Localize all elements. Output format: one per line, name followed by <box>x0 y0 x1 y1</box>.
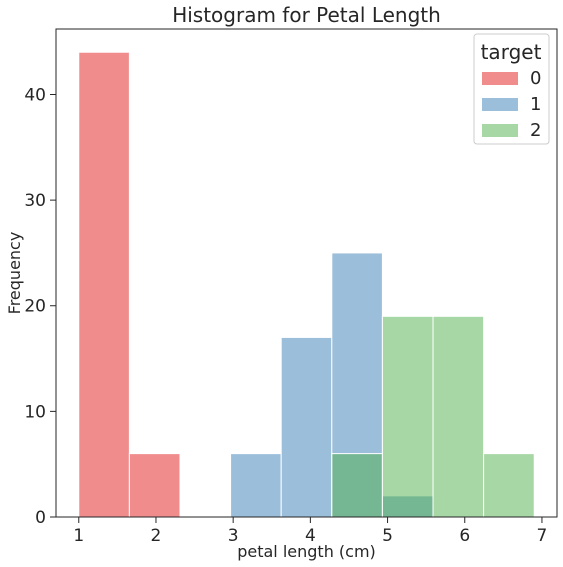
x-axis-label: petal length (cm) <box>237 542 376 561</box>
x-tick-label: 7 <box>537 526 548 546</box>
legend-label-2: 2 <box>530 120 541 141</box>
x-tick-label: 4 <box>305 526 316 546</box>
legend: target 0 1 2 <box>473 33 550 145</box>
legend-box <box>473 33 550 145</box>
x-tick-label: 2 <box>151 526 162 546</box>
bar-series-2-bin-5 <box>331 453 383 518</box>
legend-label-1: 1 <box>530 94 541 115</box>
axes-layer: 1 2 3 4 5 6 7 0 10 20 30 40 <box>24 85 547 546</box>
plot-frame <box>55 28 558 518</box>
y-tick-label: 0 <box>35 508 46 528</box>
x-tick-label: 1 <box>73 526 84 546</box>
y-tick-label: 20 <box>24 297 46 317</box>
bar-series-1-bin-3 <box>230 453 282 518</box>
y-axis-label: Frequency <box>5 232 24 315</box>
bar-series-2-bin-7 <box>432 315 485 518</box>
x-tick-label: 3 <box>228 526 239 546</box>
y-tick-label: 10 <box>24 402 46 422</box>
chart-title: Histogram for Petal Length <box>172 3 441 27</box>
legend-swatch-0 <box>482 72 518 85</box>
legend-label-0: 0 <box>530 68 541 89</box>
bar-series-2-bin-8 <box>483 453 535 518</box>
bars-layer <box>78 51 535 518</box>
y-tick-label: 30 <box>24 191 46 211</box>
legend-swatch-2 <box>482 124 518 137</box>
legend-title: target <box>481 40 542 64</box>
legend-swatch-1 <box>482 98 518 111</box>
bar-series-0-bin-1 <box>128 453 181 518</box>
x-tick-label: 6 <box>459 526 470 546</box>
y-tick-label: 40 <box>24 85 46 105</box>
bar-series-1-bin-4 <box>280 336 333 518</box>
bar-series-0-bin-0 <box>78 51 130 518</box>
x-tick-label: 5 <box>382 526 393 546</box>
bar-series-2-bin-6 <box>381 315 434 518</box>
